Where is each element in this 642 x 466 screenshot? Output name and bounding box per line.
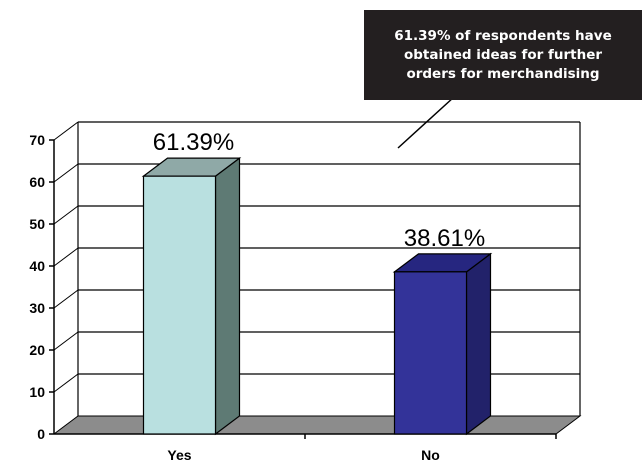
- callout-box: 61.39% of respondents have obtained idea…: [364, 10, 642, 100]
- bars-group: [141, 156, 493, 436]
- callout-leader-line: [397, 96, 455, 149]
- x-tick-label-no: No: [421, 447, 440, 463]
- side-wall-gridline: [53, 331, 79, 351]
- bar-side-yes: [214, 156, 241, 436]
- data-label-yes: 61.39%: [153, 129, 234, 156]
- labels-group: 0 10 20 30 40 50 60 70 61.39% Yes 38.61% No: [29, 129, 485, 463]
- y-tick-label: 20: [29, 342, 45, 358]
- y-tick-label: 70: [29, 132, 45, 148]
- side-wall-gridline: [53, 163, 79, 183]
- side-wall-gridline: [53, 247, 79, 267]
- bar-no: [393, 271, 468, 435]
- chart-floor: [52, 415, 582, 435]
- y-tick-label: 50: [29, 216, 45, 232]
- y-tick-label: 30: [29, 300, 45, 316]
- y-tick-label: 10: [29, 384, 45, 400]
- data-label-no: 38.61%: [404, 225, 485, 252]
- y-tick-label: 60: [29, 174, 45, 190]
- x-tick-label-yes: Yes: [167, 447, 191, 463]
- plot-area: [49, 121, 582, 439]
- side-wall-gridline: [53, 373, 79, 393]
- bar-yes: [142, 175, 217, 435]
- bar-side-no: [465, 252, 492, 436]
- side-wall-gridline: [53, 121, 79, 141]
- callout-text: 61.39% of respondents have obtained idea…: [394, 27, 612, 82]
- side-wall-gridline: [53, 205, 79, 225]
- y-tick-label: 0: [37, 426, 45, 442]
- y-tick-label: 40: [29, 258, 45, 274]
- side-wall-gridline: [53, 289, 79, 309]
